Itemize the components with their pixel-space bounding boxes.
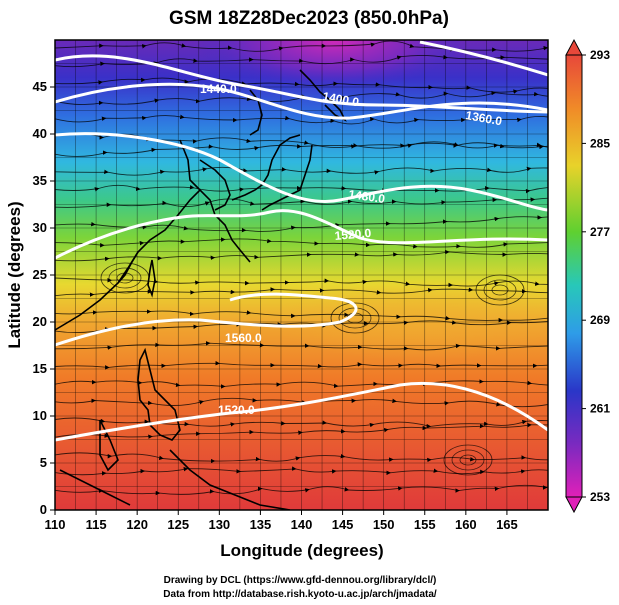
streamline bbox=[55, 114, 548, 125]
x-tick-label: 145 bbox=[332, 517, 354, 532]
streamline bbox=[55, 320, 548, 334]
streamline bbox=[55, 197, 548, 208]
contour-label-1440: 1440.0 bbox=[200, 82, 237, 96]
contour-labels: 1440.0 1400.0 1360.0 1480.0 1520.0 1560.… bbox=[200, 82, 503, 417]
credit-dcl: Drawing by DCL (https://www.gfd-dennou.o… bbox=[164, 575, 437, 586]
colorbar-tick-label: 253 bbox=[590, 490, 610, 504]
colorbar-top-triangle bbox=[565, 38, 583, 56]
x-tick-label: 135 bbox=[250, 517, 272, 532]
streamline bbox=[55, 40, 548, 52]
streamline bbox=[55, 422, 548, 439]
y-tick-label: 15 bbox=[33, 361, 47, 376]
x-axis-ticks: 110 115 120 125 130 135 140 145 150 155 160 165 bbox=[45, 510, 518, 532]
x-tick-label: 160 bbox=[455, 517, 477, 532]
colorbar-tick-label: 277 bbox=[590, 225, 610, 239]
x-tick-label: 110 bbox=[45, 517, 66, 532]
streamline bbox=[55, 215, 548, 233]
streamline bbox=[55, 54, 548, 68]
plot-area: 1440.0 1400.0 1360.0 1480.0 1520.0 1560.… bbox=[55, 40, 548, 510]
y-axis-ticks: 0 5 10 15 20 25 30 35 40 45 bbox=[33, 79, 55, 517]
x-tick-label: 155 bbox=[414, 517, 436, 532]
streamline bbox=[55, 77, 548, 94]
x-tick-label: 150 bbox=[373, 517, 395, 532]
eddy-streamline bbox=[108, 267, 142, 289]
y-tick-label: 0 bbox=[40, 502, 47, 517]
credit-data: Data from http://database.rish.kyoto-u.a… bbox=[163, 589, 437, 600]
x-axis-label: Longitude (degrees) bbox=[220, 541, 383, 560]
colorbar-tick-label: 293 bbox=[590, 48, 610, 62]
x-tick-label: 165 bbox=[496, 517, 518, 532]
y-axis-label: Latitude (degrees) bbox=[5, 201, 24, 348]
streamline bbox=[55, 452, 548, 464]
eddy-streamline bbox=[491, 284, 509, 296]
streamline bbox=[55, 237, 548, 249]
streamline bbox=[55, 341, 548, 351]
streamline bbox=[55, 141, 548, 157]
coastlines bbox=[55, 69, 347, 510]
contour-label-1560: 1560.0 bbox=[225, 331, 262, 345]
eddy-streamline bbox=[330, 302, 380, 334]
streamline bbox=[55, 166, 548, 176]
contour-label-1480: 1480.0 bbox=[348, 187, 387, 206]
streamline bbox=[55, 309, 548, 323]
x-tick-label: 130 bbox=[208, 517, 230, 532]
wind-streamlines bbox=[55, 40, 548, 496]
eddy-streamline bbox=[443, 444, 493, 476]
colorbar-tick-label: 285 bbox=[590, 136, 610, 150]
y-tick-label: 30 bbox=[33, 220, 47, 235]
colorbar: 293 285 277 269 261 253 bbox=[565, 38, 610, 514]
eddy-streamline bbox=[459, 454, 477, 466]
eddy-streamline bbox=[475, 274, 525, 306]
colorbar-ticks: 293 285 277 269 261 253 bbox=[582, 48, 610, 504]
x-tick-label: 140 bbox=[291, 517, 313, 532]
y-tick-label: 25 bbox=[33, 267, 47, 282]
contour-label-1520-upper: 1520.0 bbox=[334, 226, 372, 243]
y-tick-label: 5 bbox=[40, 455, 47, 470]
streamline bbox=[55, 466, 548, 476]
y-tick-label: 35 bbox=[33, 173, 47, 188]
streamline bbox=[55, 184, 548, 194]
geopotential-contours bbox=[55, 40, 548, 442]
streamline bbox=[55, 360, 548, 370]
x-tick-label: 125 bbox=[167, 517, 189, 532]
y-tick-label: 40 bbox=[33, 126, 47, 141]
colorbar-bottom-triangle bbox=[565, 496, 583, 514]
y-tick-label: 10 bbox=[33, 408, 47, 423]
streamline bbox=[55, 484, 548, 496]
x-tick-label: 120 bbox=[126, 517, 148, 532]
colorbar-gradient bbox=[565, 54, 583, 498]
eddy-streamline bbox=[483, 279, 517, 301]
streamline bbox=[55, 277, 548, 288]
y-tick-label: 45 bbox=[33, 79, 47, 94]
streamline bbox=[55, 287, 548, 297]
colorbar-tick-label: 269 bbox=[590, 313, 610, 327]
map-title: GSM 18Z28Dec2023 (850.0hPa) bbox=[169, 8, 449, 29]
eddy-streamline bbox=[451, 449, 485, 471]
streamline bbox=[55, 249, 548, 262]
colorbar-tick-label: 261 bbox=[590, 402, 610, 416]
contour-label-1520-lower: 1520.0 bbox=[218, 403, 255, 417]
contour-label-1360: 1360.0 bbox=[464, 108, 503, 128]
y-tick-label: 20 bbox=[33, 314, 47, 329]
contour-label-1400: 1400.0 bbox=[321, 89, 360, 109]
x-tick-label: 115 bbox=[86, 517, 107, 532]
